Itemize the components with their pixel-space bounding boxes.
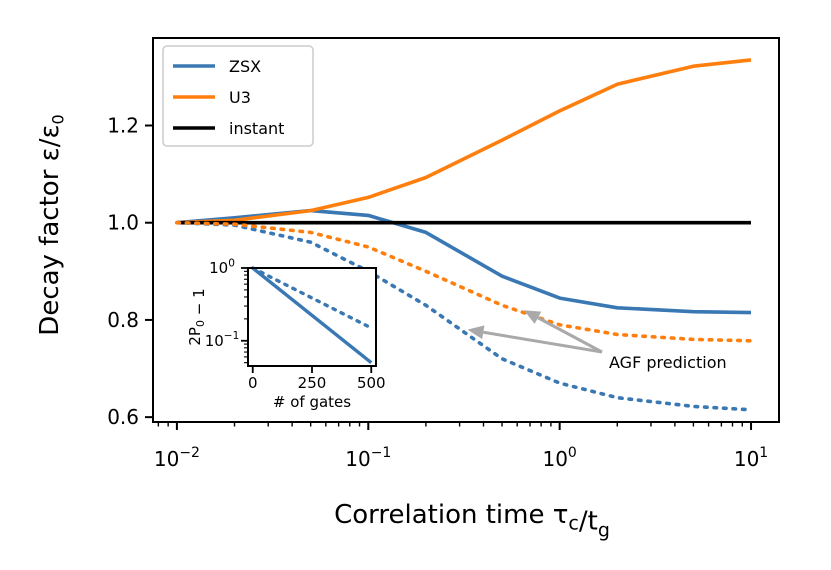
y-tick-label-0: 0.6 bbox=[107, 405, 139, 429]
x-tick-label-1: 10−1 bbox=[345, 445, 391, 471]
inset-series-line-1 bbox=[250, 266, 373, 330]
legend: ZSX U3 instant bbox=[162, 45, 314, 147]
annotation-text: AGF prediction bbox=[609, 353, 727, 372]
inset-chart: 100 10−1 0 250 500 # of gates 2P0 − 1 bbox=[186, 257, 386, 411]
legend-label-2: instant bbox=[229, 119, 284, 138]
x-tick-label-2: 100 bbox=[542, 445, 576, 471]
inset-x-tick-label-0: 0 bbox=[248, 374, 258, 392]
annotation-arrow-0 bbox=[483, 330, 603, 354]
y-tick-label-1: 0.8 bbox=[107, 308, 139, 332]
plot-frame bbox=[152, 37, 780, 423]
main-axes: 0.6 0.8 1.0 1.2 10−2 10−1 100 101 bbox=[107, 37, 780, 471]
y-tick-label-2: 1.0 bbox=[107, 211, 139, 235]
y-axis-label: Decay factor ε/ε0 bbox=[35, 114, 68, 335]
x-tick-label-0: 10−2 bbox=[154, 445, 200, 471]
x-axis-label: Correlation time τc/tg bbox=[334, 500, 610, 541]
inset-y-axis-label: 2P0 − 1 bbox=[186, 288, 208, 345]
annotation-arrowhead-1 bbox=[523, 310, 542, 324]
annotation-arrowhead-0 bbox=[467, 325, 485, 340]
legend-label-1: U3 bbox=[229, 88, 251, 107]
series-line-4 bbox=[175, 220, 753, 343]
main-series-group bbox=[175, 58, 753, 412]
inset-x-tick-label-1: 250 bbox=[298, 374, 327, 392]
inset-x-axis-label: # of gates bbox=[273, 393, 351, 411]
x-tick-label-3: 101 bbox=[734, 445, 768, 471]
series-line-1 bbox=[176, 58, 752, 225]
inset-y-tick-label-1: 10−1 bbox=[205, 330, 240, 350]
legend-label-0: ZSX bbox=[229, 57, 261, 76]
inset-y-tick-label-0: 100 bbox=[209, 257, 235, 277]
y-tick-label-3: 1.2 bbox=[107, 113, 139, 137]
annotation: AGF prediction bbox=[467, 310, 727, 372]
inset-series-line-0 bbox=[251, 266, 373, 365]
legend-box bbox=[162, 45, 314, 147]
annotation-arrow-1 bbox=[537, 316, 603, 354]
inset-x-tick-label-2: 500 bbox=[357, 374, 386, 392]
series-line-3 bbox=[175, 220, 753, 412]
